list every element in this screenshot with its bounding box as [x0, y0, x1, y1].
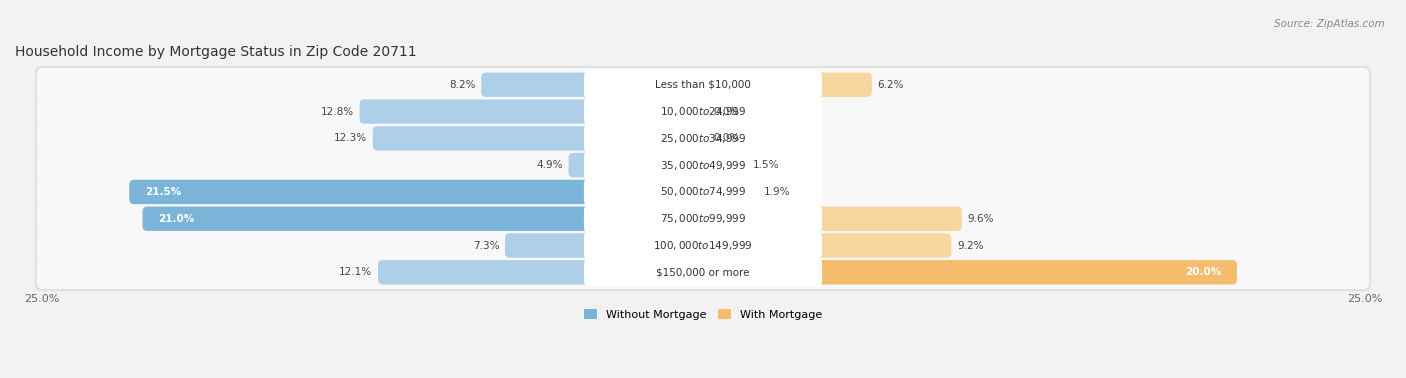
- FancyBboxPatch shape: [583, 150, 823, 180]
- Text: 7.3%: 7.3%: [472, 240, 499, 251]
- Text: 1.9%: 1.9%: [763, 187, 790, 197]
- Text: 8.2%: 8.2%: [449, 80, 475, 90]
- FancyBboxPatch shape: [129, 180, 707, 204]
- FancyBboxPatch shape: [35, 227, 1371, 264]
- FancyBboxPatch shape: [699, 260, 1237, 285]
- FancyBboxPatch shape: [37, 149, 1369, 182]
- Text: 12.1%: 12.1%: [339, 267, 373, 277]
- FancyBboxPatch shape: [699, 153, 748, 177]
- FancyBboxPatch shape: [373, 126, 707, 150]
- Text: 4.9%: 4.9%: [536, 160, 562, 170]
- FancyBboxPatch shape: [35, 146, 1371, 184]
- Text: $75,000 to $99,999: $75,000 to $99,999: [659, 212, 747, 225]
- FancyBboxPatch shape: [568, 153, 707, 177]
- FancyBboxPatch shape: [35, 119, 1371, 157]
- FancyBboxPatch shape: [35, 173, 1371, 211]
- Text: $35,000 to $49,999: $35,000 to $49,999: [659, 159, 747, 172]
- FancyBboxPatch shape: [35, 200, 1371, 238]
- FancyBboxPatch shape: [505, 233, 707, 258]
- FancyBboxPatch shape: [37, 68, 1369, 102]
- FancyBboxPatch shape: [583, 97, 823, 126]
- Text: 6.2%: 6.2%: [877, 80, 904, 90]
- Legend: Without Mortgage, With Mortgage: Without Mortgage, With Mortgage: [579, 305, 827, 324]
- FancyBboxPatch shape: [35, 93, 1371, 130]
- Text: Source: ZipAtlas.com: Source: ZipAtlas.com: [1274, 19, 1385, 29]
- FancyBboxPatch shape: [35, 66, 1371, 104]
- FancyBboxPatch shape: [583, 177, 823, 207]
- Text: 21.5%: 21.5%: [145, 187, 181, 197]
- Text: Less than $10,000: Less than $10,000: [655, 80, 751, 90]
- Text: $100,000 to $149,999: $100,000 to $149,999: [654, 239, 752, 252]
- Text: $25,000 to $34,999: $25,000 to $34,999: [659, 132, 747, 145]
- FancyBboxPatch shape: [583, 70, 823, 99]
- FancyBboxPatch shape: [37, 122, 1369, 155]
- FancyBboxPatch shape: [37, 229, 1369, 262]
- FancyBboxPatch shape: [583, 231, 823, 260]
- FancyBboxPatch shape: [583, 124, 823, 153]
- Text: 9.2%: 9.2%: [957, 240, 984, 251]
- Text: 9.6%: 9.6%: [967, 214, 994, 224]
- FancyBboxPatch shape: [583, 257, 823, 287]
- Text: 12.3%: 12.3%: [333, 133, 367, 143]
- Text: $50,000 to $74,999: $50,000 to $74,999: [659, 186, 747, 198]
- FancyBboxPatch shape: [37, 256, 1369, 289]
- FancyBboxPatch shape: [583, 204, 823, 234]
- FancyBboxPatch shape: [142, 206, 707, 231]
- FancyBboxPatch shape: [699, 206, 962, 231]
- Text: 21.0%: 21.0%: [157, 214, 194, 224]
- FancyBboxPatch shape: [37, 95, 1369, 128]
- FancyBboxPatch shape: [699, 233, 952, 258]
- Text: Household Income by Mortgage Status in Zip Code 20711: Household Income by Mortgage Status in Z…: [15, 45, 416, 59]
- FancyBboxPatch shape: [699, 73, 872, 97]
- FancyBboxPatch shape: [37, 175, 1369, 209]
- FancyBboxPatch shape: [378, 260, 707, 285]
- FancyBboxPatch shape: [481, 73, 707, 97]
- Text: 1.5%: 1.5%: [754, 160, 780, 170]
- FancyBboxPatch shape: [35, 253, 1371, 291]
- Text: 0.0%: 0.0%: [714, 107, 740, 116]
- FancyBboxPatch shape: [699, 180, 758, 204]
- FancyBboxPatch shape: [37, 202, 1369, 235]
- Text: $150,000 or more: $150,000 or more: [657, 267, 749, 277]
- FancyBboxPatch shape: [360, 99, 707, 124]
- Text: 0.0%: 0.0%: [714, 133, 740, 143]
- Text: 12.8%: 12.8%: [321, 107, 354, 116]
- Text: 20.0%: 20.0%: [1185, 267, 1222, 277]
- Text: $10,000 to $24,999: $10,000 to $24,999: [659, 105, 747, 118]
